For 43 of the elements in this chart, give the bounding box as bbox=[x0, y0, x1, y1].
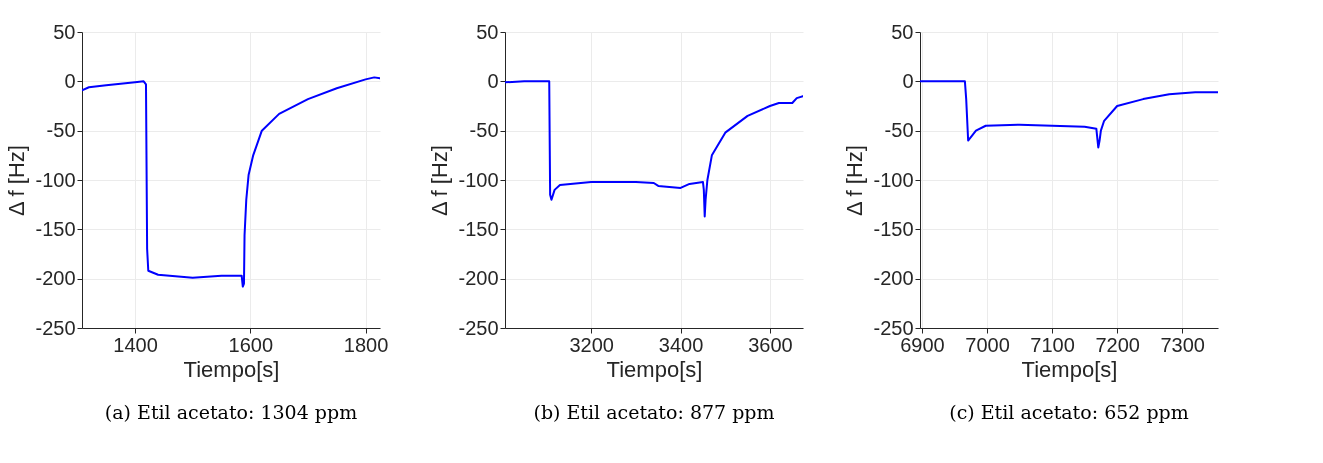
text: (c) Etil acetato: 652 ppm bbox=[949, 401, 1189, 423]
line-series bbox=[82, 76, 380, 288]
y-tick-label: 0 bbox=[487, 69, 499, 92]
y-tick-label: -250 bbox=[458, 316, 499, 339]
x-tick-label: 3200 bbox=[569, 333, 614, 356]
x-axis-title: Tiempo[s] bbox=[183, 356, 280, 382]
y-tick-label: -50 bbox=[46, 119, 76, 142]
x-tick-label: 7100 bbox=[1030, 333, 1075, 356]
y-tick-label: -100 bbox=[873, 168, 914, 191]
y-tick-label: 50 bbox=[53, 20, 76, 43]
y-axis-title: Δ f [Hz] bbox=[4, 145, 30, 216]
y-tick-label: -200 bbox=[35, 267, 76, 290]
x-tick-label: 1600 bbox=[228, 333, 274, 356]
y-tick-label: -150 bbox=[458, 217, 499, 240]
y-tick-label: -100 bbox=[458, 168, 499, 191]
text: (b) Etil acetato: 877 ppm bbox=[533, 401, 775, 423]
x-axis-title: Tiempo[s] bbox=[606, 356, 703, 382]
y-tick-label: 50 bbox=[891, 20, 914, 43]
y-tick-label: 0 bbox=[64, 69, 76, 92]
y-tick-label: -50 bbox=[884, 119, 914, 142]
y-tick-label: -250 bbox=[873, 316, 914, 339]
line-series bbox=[920, 80, 1218, 149]
line-series bbox=[505, 80, 803, 218]
x-tick-label: 7000 bbox=[965, 333, 1010, 356]
x-tick-label: 3400 bbox=[658, 333, 704, 356]
x-tick-label: 7200 bbox=[1095, 333, 1140, 356]
y-tick-label: -50 bbox=[469, 119, 499, 142]
x-tick-label: 3600 bbox=[748, 333, 793, 356]
x-tick-label: 1800 bbox=[343, 333, 389, 356]
text: (a) Etil acetato: 1304 ppm bbox=[104, 401, 358, 423]
x-tick-label: 1400 bbox=[113, 333, 158, 356]
y-tick-label: 50 bbox=[476, 20, 499, 43]
x-axis-title: Tiempo[s] bbox=[1021, 356, 1118, 382]
y-tick-label: -100 bbox=[35, 168, 76, 191]
y-axis-title: Δ f [Hz] bbox=[842, 145, 868, 216]
y-tick-label: -200 bbox=[458, 267, 499, 290]
y-tick-label: 0 bbox=[902, 69, 914, 92]
x-tick-label: 7300 bbox=[1160, 333, 1205, 356]
y-tick-label: -250 bbox=[35, 316, 76, 339]
y-tick-label: -200 bbox=[873, 267, 914, 290]
y-axis-title: Δ f [Hz] bbox=[427, 145, 453, 216]
y-tick-label: -150 bbox=[873, 217, 914, 240]
y-tick-label: -150 bbox=[35, 217, 76, 240]
